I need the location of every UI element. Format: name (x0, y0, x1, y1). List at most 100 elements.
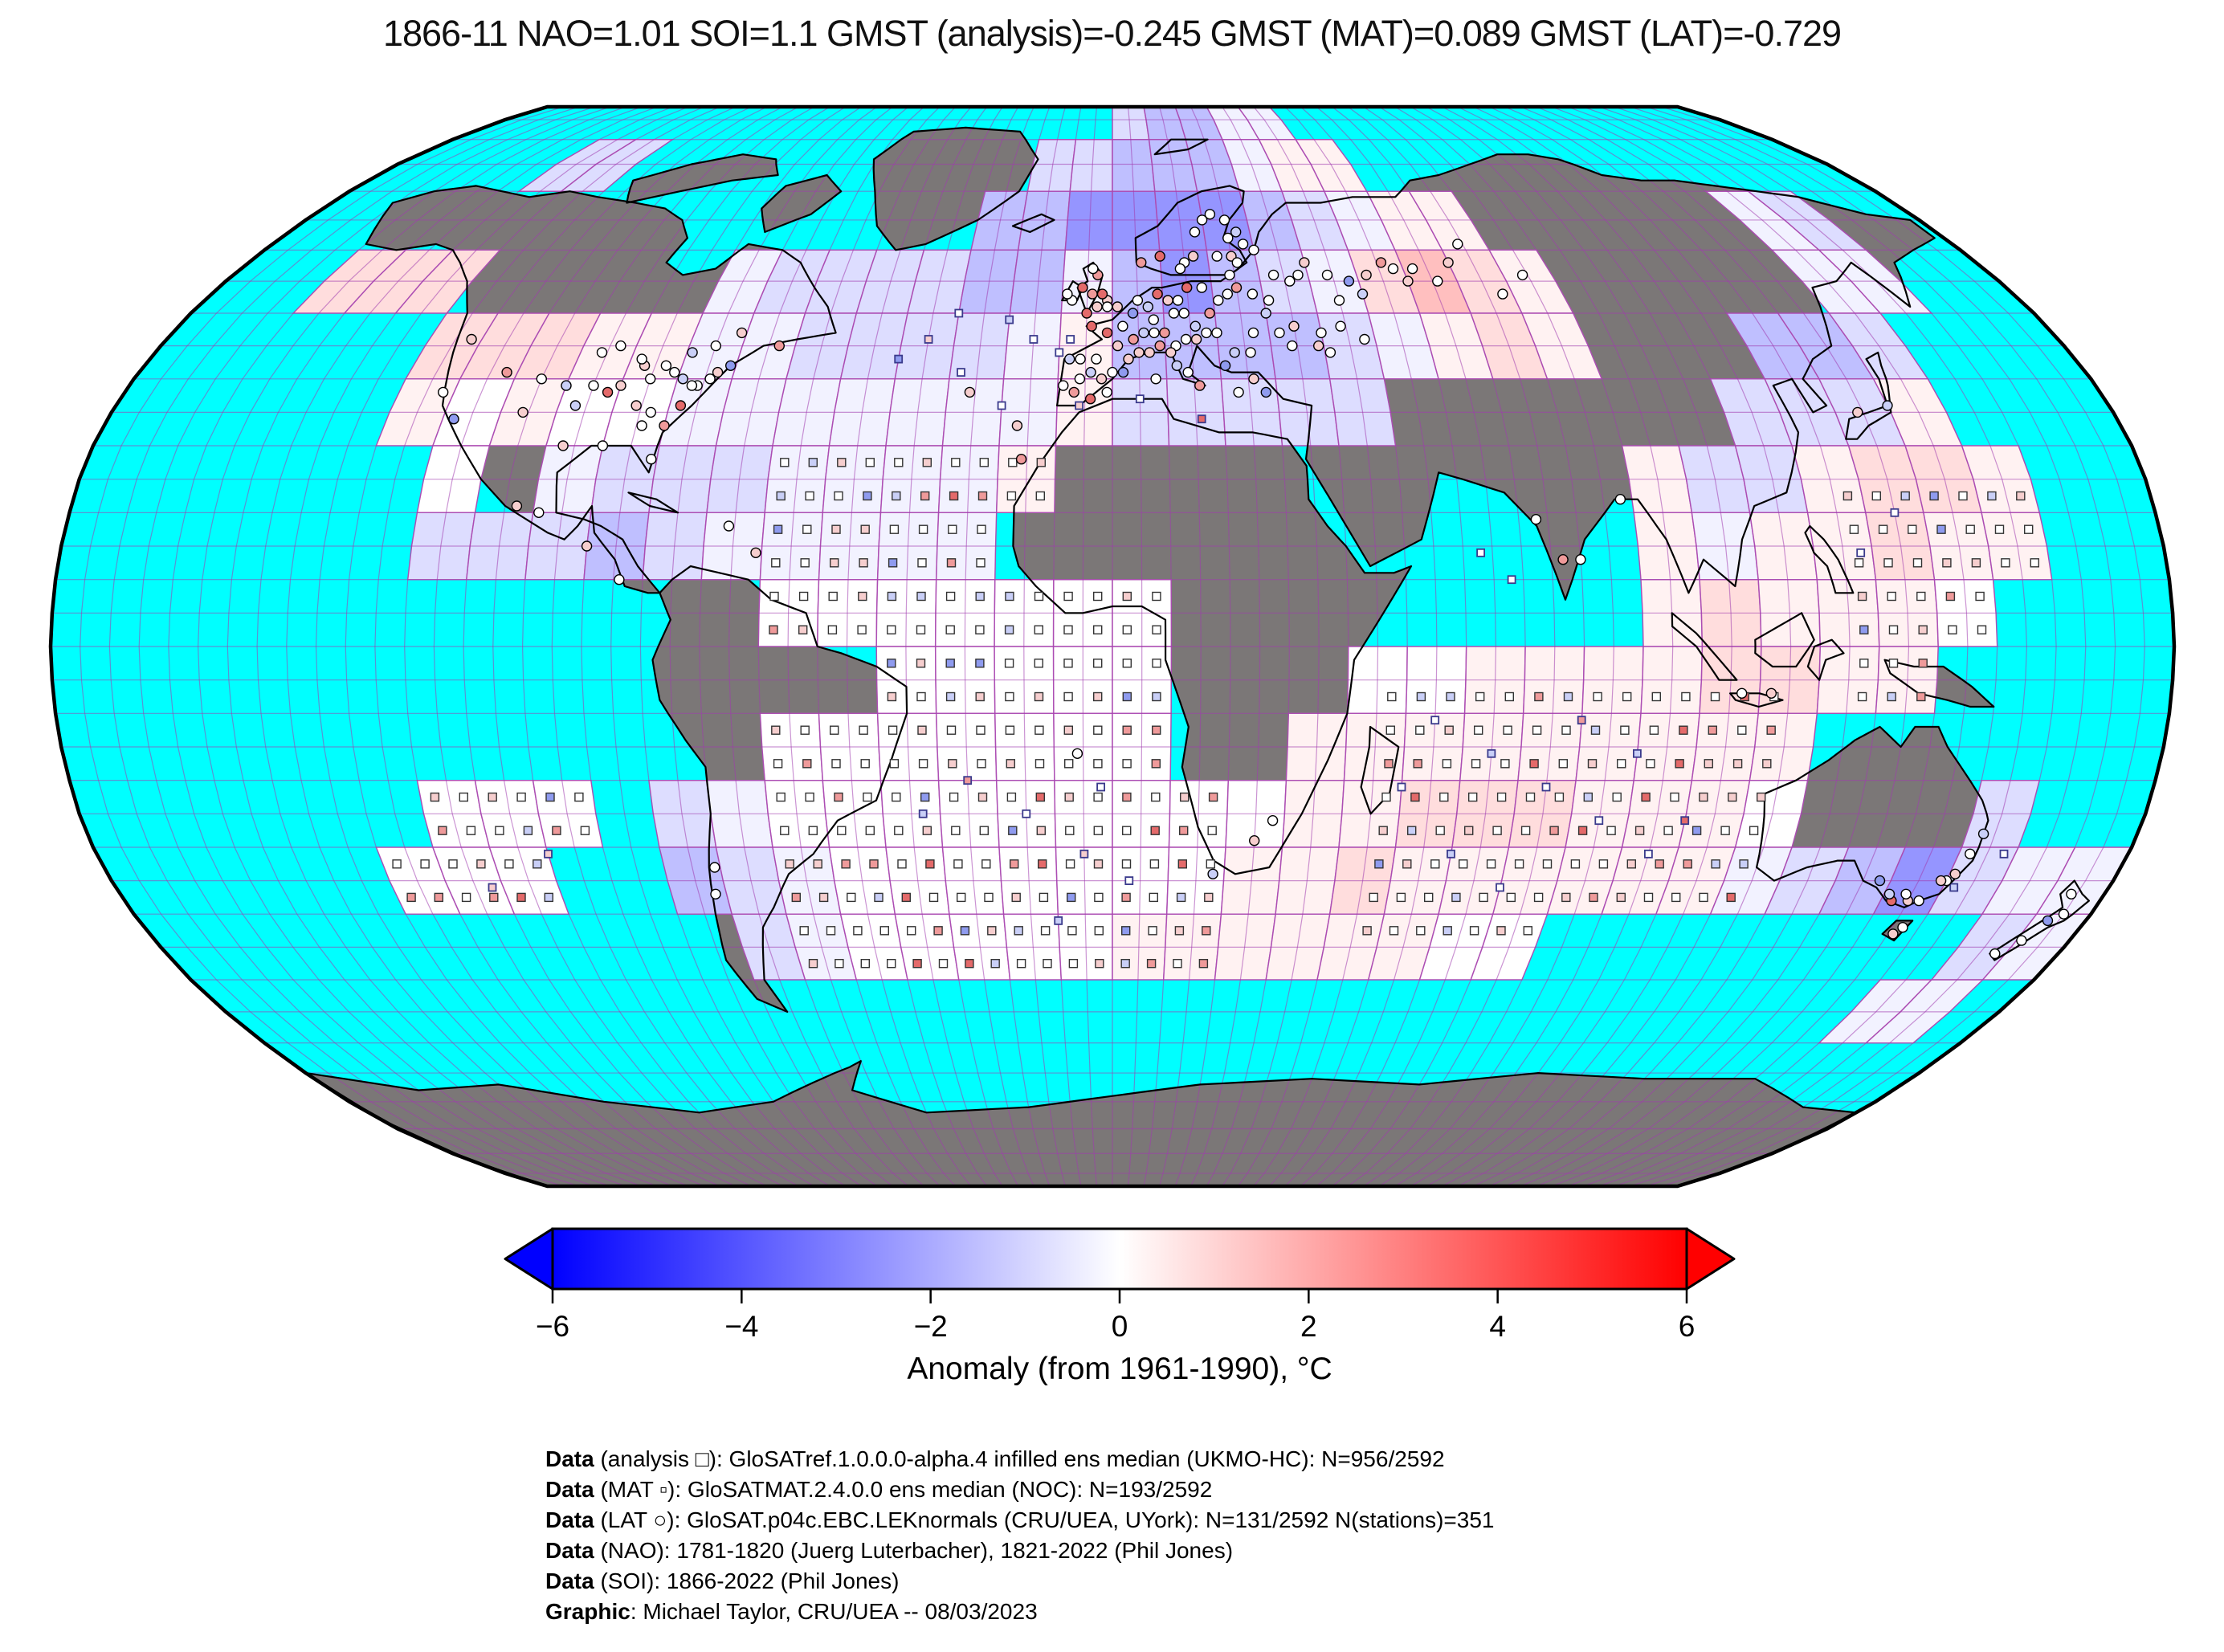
analysis-marker (857, 625, 867, 634)
credit-label: Data (545, 1538, 594, 1563)
graticule-meridian (1410, 107, 1674, 1186)
analysis-marker (1616, 759, 1626, 769)
analysis-marker (1063, 691, 1073, 702)
lat-station-marker (659, 420, 670, 431)
lat-station-marker (614, 574, 625, 585)
mat-marker (544, 849, 553, 859)
analysis-marker (1542, 859, 1553, 869)
lat-station-marker (1312, 340, 1324, 352)
analysis-marker (776, 792, 786, 802)
analysis-marker (1043, 958, 1052, 969)
lat-station-marker (1211, 251, 1222, 262)
analysis-marker (769, 625, 778, 634)
analysis-marker (1034, 691, 1044, 702)
analysis-marker (808, 958, 818, 969)
lat-station-marker (1123, 353, 1134, 365)
analysis-marker (1888, 659, 1899, 668)
analysis-marker (1439, 792, 1449, 802)
analysis-marker (1413, 759, 1422, 769)
analysis-marker (1430, 859, 1440, 869)
analysis-marker (1699, 892, 1708, 903)
analysis-marker (1004, 659, 1014, 668)
coastline (1754, 612, 1815, 668)
analysis-marker (1739, 859, 1749, 869)
lat-station-marker (1204, 209, 1216, 220)
analysis-marker (1152, 691, 1161, 702)
analysis-marker (1525, 792, 1536, 802)
analysis-marker (916, 625, 926, 634)
analysis-marker (1563, 691, 1573, 702)
lat-station-marker (1074, 373, 1086, 385)
analysis-marker (800, 558, 810, 568)
analysis-marker (545, 792, 555, 802)
analysis-marker (552, 826, 561, 835)
coastline (1056, 153, 1936, 601)
lat-station-marker (1172, 295, 1184, 306)
lat-station-marker (1091, 353, 1102, 365)
lat-station-marker (1201, 327, 1212, 339)
analysis-marker (1068, 958, 1079, 969)
analysis-marker (1202, 926, 1211, 936)
coastline (1883, 659, 1995, 708)
analysis-marker (1492, 826, 1502, 835)
analysis-marker (1589, 892, 1598, 903)
lat-station-marker (712, 366, 724, 378)
analysis-marker (574, 792, 584, 802)
lat-station-marker (1178, 308, 1190, 319)
analysis-marker (1122, 659, 1132, 668)
graticule-meridian (345, 107, 705, 1186)
analysis-marker (977, 792, 988, 802)
analysis-marker (837, 826, 847, 835)
analysis-marker (1381, 792, 1391, 802)
lat-station-marker (660, 360, 672, 371)
analysis-marker (1036, 826, 1047, 835)
lat-station-marker (1063, 353, 1075, 365)
analysis-marker (1912, 558, 1923, 568)
lat-station-marker (615, 340, 626, 352)
analysis-marker (829, 558, 839, 568)
analysis-marker (1888, 625, 1899, 634)
lat-station-marker (1321, 269, 1333, 281)
analysis-marker (889, 759, 900, 769)
analysis-marker (434, 892, 443, 903)
analysis-marker (1711, 859, 1720, 869)
analysis-marker (1655, 859, 1664, 869)
analysis-marker (1037, 859, 1047, 869)
analysis-marker (1151, 792, 1161, 802)
lat-station-marker (581, 540, 593, 552)
analysis-marker (834, 792, 843, 802)
analysis-marker (461, 892, 471, 903)
lat-station-marker (1935, 875, 1947, 887)
analysis-marker (1005, 591, 1014, 602)
analysis-marker (977, 524, 986, 534)
analysis-marker (975, 659, 985, 668)
lat-station-marker (2058, 908, 2070, 920)
graticule-meridian (1661, 107, 2145, 1186)
graticule-meridian (964, 107, 1034, 1186)
analysis-marker (773, 524, 783, 534)
lat-station-marker (1260, 386, 1272, 398)
mat-marker (894, 354, 904, 364)
analysis-marker (1173, 958, 1182, 969)
lat-station-marker (501, 366, 512, 378)
analysis-marker (1063, 759, 1074, 769)
analysis-marker (1063, 591, 1073, 602)
analysis-marker (1121, 826, 1132, 835)
analysis-marker (1451, 892, 1461, 903)
analysis-marker (1500, 759, 1510, 769)
analysis-marker (859, 725, 868, 735)
mat-marker (1890, 508, 1900, 517)
analysis-marker (802, 759, 812, 769)
lat-station-marker (1071, 748, 1083, 759)
analysis-marker (1416, 691, 1426, 702)
lat-station-marker (1557, 554, 1569, 565)
analysis-marker (1406, 826, 1417, 835)
coastline (365, 185, 837, 594)
mat-marker (1507, 575, 1516, 585)
mat-marker (1066, 335, 1075, 344)
analysis-marker (888, 558, 898, 568)
analysis-marker (917, 725, 927, 735)
analysis-marker (771, 558, 781, 568)
